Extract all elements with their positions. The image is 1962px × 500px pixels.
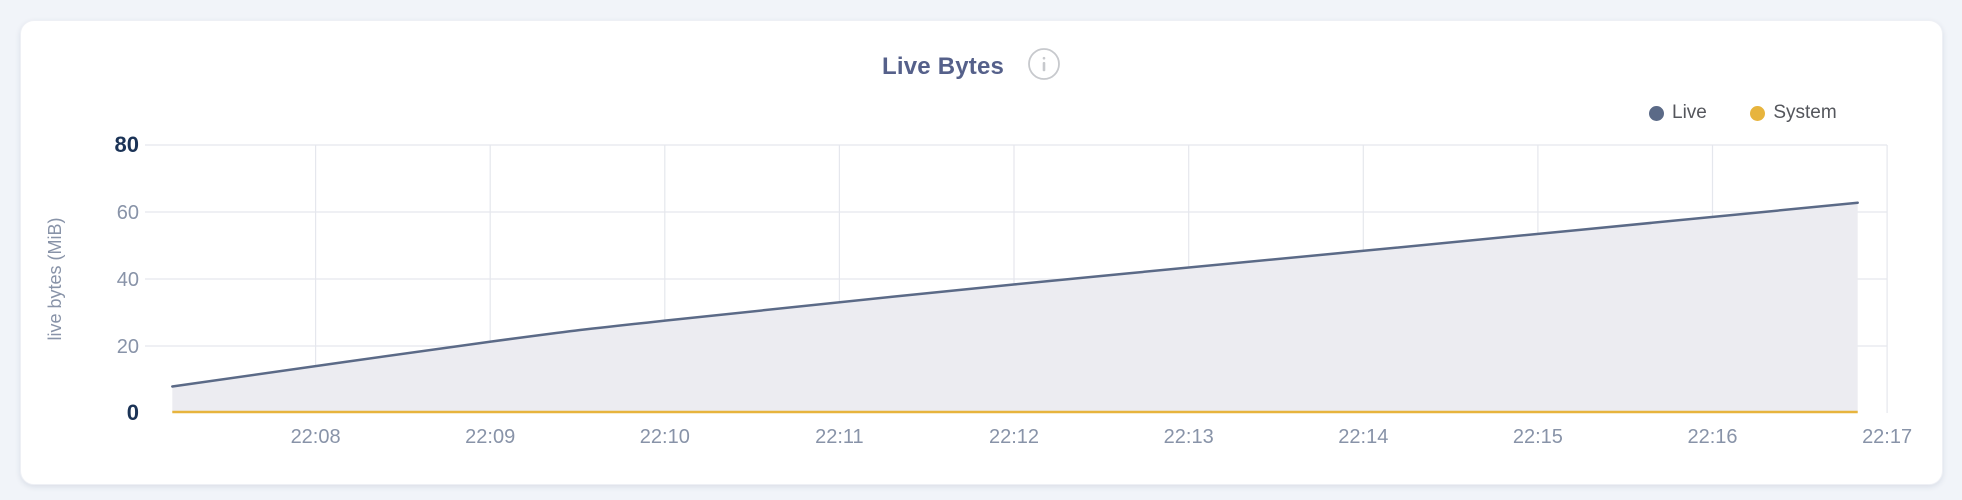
svg-text:22:13: 22:13 xyxy=(1164,426,1214,448)
svg-text:80: 80 xyxy=(115,132,139,157)
svg-text:22:14: 22:14 xyxy=(1338,426,1388,448)
svg-text:22:10: 22:10 xyxy=(640,426,690,448)
svg-text:22:12: 22:12 xyxy=(989,426,1039,448)
svg-text:22:17: 22:17 xyxy=(1862,426,1912,448)
svg-text:20: 20 xyxy=(117,336,139,358)
svg-text:22:16: 22:16 xyxy=(1687,426,1737,448)
svg-text:0: 0 xyxy=(127,400,139,425)
svg-text:22:11: 22:11 xyxy=(815,426,864,448)
svg-text:22:08: 22:08 xyxy=(291,426,341,448)
svg-text:live bytes (MiB): live bytes (MiB) xyxy=(45,217,65,340)
svg-text:40: 40 xyxy=(117,269,139,291)
svg-text:22:15: 22:15 xyxy=(1513,426,1563,448)
svg-text:22:09: 22:09 xyxy=(465,426,515,448)
svg-text:60: 60 xyxy=(117,202,139,224)
